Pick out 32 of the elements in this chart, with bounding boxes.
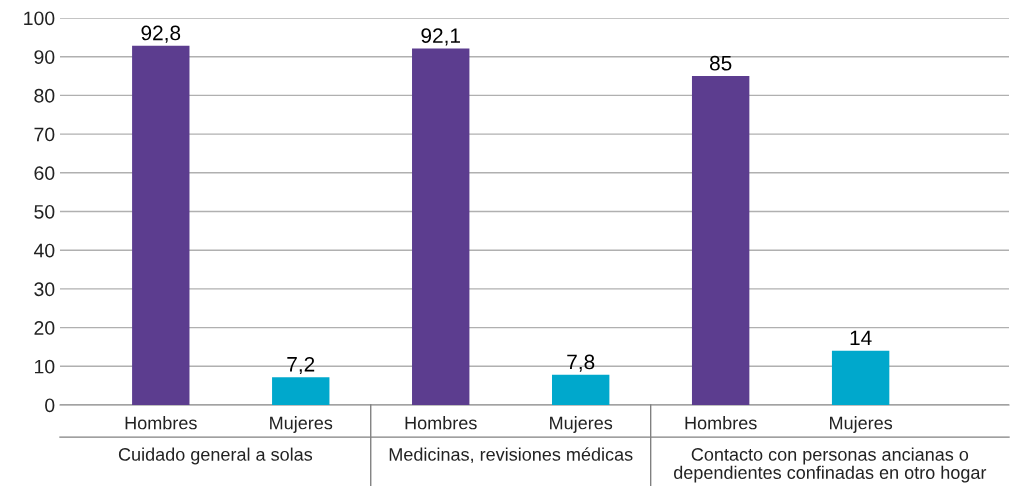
x-tick-label: Mujeres (270, 416, 333, 433)
x-tick-label: Hombres (685, 416, 757, 430)
x-tick-label: Mujeres (550, 416, 613, 433)
data-label: 7,8 (567, 354, 595, 372)
y-tick-label: 100 (24, 11, 55, 26)
y-tick-label: 10 (35, 359, 55, 374)
y-tick-label: 20 (34, 321, 55, 335)
bar (552, 374, 610, 405)
data-label: 85 (709, 55, 732, 71)
bar (412, 48, 470, 405)
bar (272, 377, 330, 405)
y-tick-label: 0 (45, 398, 55, 413)
text: Medicinas, revisiones médicas (389, 447, 633, 463)
text: Cuidado general a solas (118, 447, 313, 465)
bar (132, 45, 190, 405)
x-tick-label: Hombres (125, 416, 197, 430)
bar (831, 350, 890, 405)
y-tick-label: 50 (34, 204, 55, 219)
y-tick-label: 90 (34, 50, 55, 64)
bar (691, 76, 750, 405)
y-tick-label: 30 (34, 282, 55, 297)
data-label: 14 (850, 330, 872, 346)
data-label: 92,1 (421, 28, 460, 46)
x-tick-label: Hombres (405, 416, 477, 430)
y-tick-label: 80 (34, 88, 55, 103)
text: Contacto con personas ancianas o dependientes confinadas en otro hogar (674, 447, 987, 483)
data-label: 7,2 (287, 356, 315, 375)
data-label: 92,8 (141, 25, 181, 43)
y-tick-label: 40 (33, 243, 55, 258)
x-tick-label: Mujeres (830, 416, 893, 433)
y-tick-label: 60 (34, 166, 55, 181)
y-tick-label: 70 (34, 127, 55, 142)
